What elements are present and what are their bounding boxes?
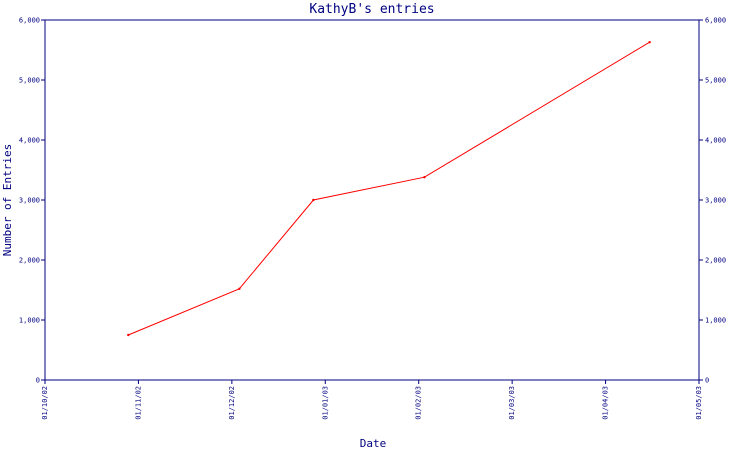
y-tick-label-left: 0 — [36, 377, 40, 385]
y-tick-label-right: 1,000 — [705, 317, 726, 325]
x-tick-label: 01/11/02 — [134, 386, 142, 420]
y-axis-label: Number of Entries — [1, 144, 14, 257]
y-axis-right: 0 1,000 2,000 3,000 4,000 5,000 6,000 — [699, 17, 726, 385]
x-tick-label: 01/10/02 — [41, 386, 49, 420]
y-tick-label-right: 5,000 — [705, 77, 726, 85]
y-tick-label-left: 5,000 — [19, 77, 40, 85]
y-tick-label-right: 3,000 — [705, 197, 726, 205]
chart-title: KathyB's entries — [309, 2, 434, 17]
plot-frame — [44, 19, 700, 381]
series-line — [128, 41, 650, 336]
x-axis-label: Date — [360, 437, 387, 450]
series-layer — [127, 41, 651, 337]
y-axis-left: 0 1,000 2,000 3,000 4,000 5,000 6,000 — [19, 17, 45, 385]
y-tick-label-right: 4,000 — [705, 137, 726, 145]
x-tick-label: 01/05/03 — [695, 386, 703, 420]
y-tick-label-left: 6,000 — [19, 17, 40, 25]
x-tick-label: 01/03/03 — [508, 386, 516, 420]
data-point — [238, 287, 241, 290]
x-tick-label: 01/04/03 — [602, 386, 610, 420]
data-point — [312, 198, 315, 202]
data-point — [127, 333, 130, 337]
x-tick-label: 01/12/02 — [228, 386, 236, 420]
data-point — [648, 41, 651, 44]
x-tick-label: 01/02/03 — [415, 386, 423, 420]
y-tick-label-left: 3,000 — [19, 197, 40, 205]
y-tick-label-left: 1,000 — [19, 317, 40, 325]
y-tick-label-left: 4,000 — [19, 137, 40, 145]
y-tick-label-right: 2,000 — [705, 257, 726, 265]
x-axis: 01/10/02 01/11/02 01/12/02 01/01/03 01/02/03… — [41, 380, 703, 420]
y-tick-label-right: 0 — [705, 377, 709, 385]
y-tick-label-left: 2,000 — [19, 257, 40, 265]
x-tick-label: 01/01/03 — [321, 386, 329, 420]
data-point — [423, 176, 426, 179]
y-tick-label-right: 6,000 — [705, 17, 726, 25]
